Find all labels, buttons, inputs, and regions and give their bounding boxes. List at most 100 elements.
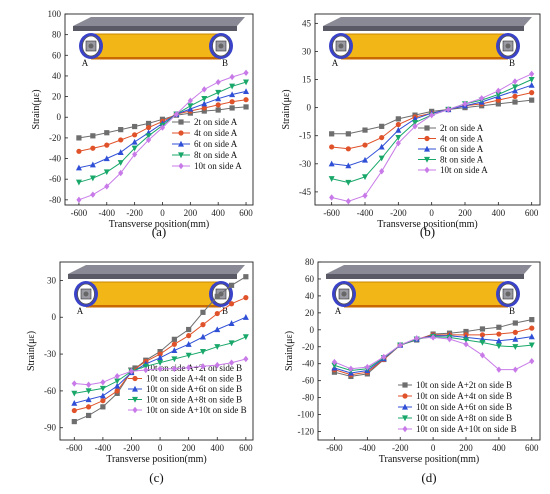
y-tick-label: -45	[299, 187, 311, 197]
data-point	[395, 121, 401, 128]
data-point	[185, 341, 192, 347]
data-point	[243, 88, 250, 95]
data-point	[228, 301, 235, 307]
y-tick-label: -40	[49, 154, 61, 164]
series-10t	[71, 355, 249, 388]
data-point	[187, 103, 194, 110]
data-point	[228, 340, 235, 347]
x-axis-label: Transverse position(mm)	[379, 454, 479, 465]
y-tick-label: 20	[305, 308, 315, 318]
x-tick-label: 200	[182, 443, 196, 453]
data-point	[104, 142, 110, 148]
data-point	[85, 412, 92, 419]
data-point	[171, 365, 177, 372]
data-point	[157, 365, 163, 372]
data-point	[228, 282, 235, 288]
data-point	[201, 108, 207, 114]
data-point	[186, 364, 192, 371]
x-axis-label: Transverse position(mm)	[109, 219, 209, 230]
series-4t	[329, 90, 535, 152]
data-point	[200, 322, 206, 328]
legend-marker	[402, 382, 408, 388]
legend-entry: 10t on side A+4t on side B	[416, 391, 512, 401]
bridge-deck-top	[68, 265, 245, 274]
series-8t	[71, 334, 249, 397]
data-point	[99, 392, 106, 399]
data-point	[104, 130, 110, 136]
data-point	[132, 123, 138, 130]
data-point	[512, 344, 519, 350]
legend-entry: 10t on side A+2t on side B	[416, 380, 512, 390]
plot-frame	[59, 261, 254, 441]
legend-marker	[424, 145, 430, 152]
data-point	[118, 169, 124, 177]
data-point	[114, 382, 121, 389]
legend-marker	[402, 415, 408, 422]
legend-marker	[424, 125, 430, 131]
data-point	[345, 146, 351, 152]
data-point	[145, 136, 152, 144]
data-point	[114, 372, 120, 380]
y-tick-label: 40	[52, 71, 62, 81]
legend-entry: 10t on side A+10t on side B	[146, 405, 247, 415]
plot-frame	[317, 261, 541, 441]
series-line	[331, 84, 532, 167]
legend-entry: 4t on side A	[194, 128, 238, 138]
data-point	[528, 342, 535, 349]
data-point	[364, 363, 370, 371]
data-point	[229, 83, 236, 90]
data-point	[157, 354, 164, 361]
data-point	[329, 144, 335, 150]
legend-entry: 6t on side A	[194, 139, 238, 149]
data-point	[85, 404, 92, 410]
data-point	[199, 333, 206, 340]
data-point	[114, 388, 120, 394]
data-point	[362, 142, 368, 148]
x-tick-label: -600	[326, 443, 343, 453]
label-side-b: B	[222, 306, 228, 316]
y-axis-label: Strain(με)	[284, 331, 295, 371]
data-point	[243, 69, 249, 77]
data-point	[463, 328, 469, 335]
data-point	[104, 183, 110, 190]
data-point	[379, 168, 385, 175]
data-point	[512, 366, 518, 373]
x-tick-label: 200	[458, 208, 472, 218]
y-tick-label: -100	[298, 410, 315, 420]
x-axis-label: Transverse position(mm)	[106, 454, 206, 465]
y-axis-label: Strain(με)	[281, 89, 292, 129]
x-tick-label: -200	[126, 208, 143, 218]
x-tick-label: 400	[492, 208, 506, 218]
data-point	[114, 378, 121, 385]
y-tick-label: 40	[305, 291, 315, 301]
data-point	[103, 155, 110, 162]
panel-label: (d)	[421, 470, 436, 485]
data-point	[348, 365, 354, 372]
legend-marker	[402, 403, 408, 410]
legend-marker	[132, 406, 138, 414]
x-tick-label: 200	[184, 208, 198, 218]
data-point	[76, 135, 82, 141]
data-point	[463, 337, 469, 344]
data-point	[345, 162, 352, 169]
data-point	[215, 95, 222, 102]
data-point	[397, 341, 403, 349]
x-tick-label: 400	[211, 443, 225, 453]
data-point	[495, 101, 501, 107]
x-axis-label: Transverse position(mm)	[377, 219, 477, 230]
data-point	[479, 332, 486, 338]
data-point	[85, 388, 92, 395]
legend-marker	[402, 393, 408, 399]
data-point	[200, 309, 206, 315]
legend-marker	[178, 152, 184, 159]
data-point	[71, 399, 78, 406]
x-tick-label: 400	[211, 208, 225, 218]
legend-marker	[424, 166, 430, 174]
legend-marker	[178, 119, 184, 125]
data-point	[329, 194, 335, 201]
data-point	[414, 335, 420, 342]
data-point	[100, 379, 106, 386]
girder-beam	[343, 281, 509, 307]
label-side-a: A	[77, 306, 84, 316]
data-point	[242, 314, 249, 320]
